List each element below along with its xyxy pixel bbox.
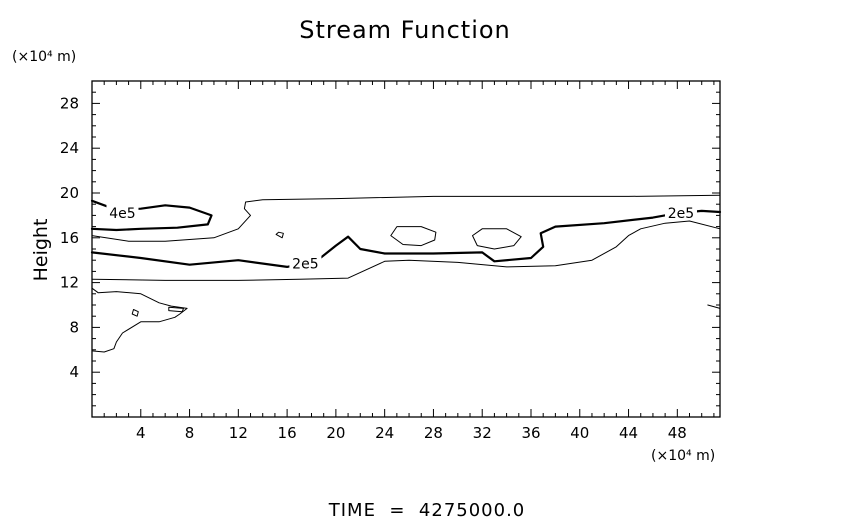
x-unit-label: (×10⁴ m) bbox=[651, 448, 715, 464]
contour-line bbox=[91, 287, 188, 353]
contour-line-bold bbox=[90, 209, 722, 268]
x-tick-label: 32 bbox=[473, 424, 492, 442]
x-tick-label: 40 bbox=[570, 424, 589, 442]
contour-label-backing bbox=[289, 254, 322, 271]
y-tick-label: 20 bbox=[60, 184, 79, 202]
contour-line bbox=[390, 226, 437, 247]
y-unit-label: (×10⁴ m) bbox=[12, 49, 76, 65]
x-tick-label: 44 bbox=[619, 424, 638, 442]
x-tick-labels: 4 8 12 16 20 24 28 32 36 40 44 48 bbox=[136, 424, 687, 442]
plot-frame bbox=[91, 80, 721, 418]
x-tick-label: 4 bbox=[136, 424, 146, 442]
contour-labels: 4e5 2e5 2e5 bbox=[106, 204, 697, 273]
x-tick-label: 28 bbox=[424, 424, 443, 442]
chart-title: Stream Function bbox=[299, 16, 511, 44]
contour-lines bbox=[90, 194, 722, 353]
contour-line bbox=[275, 231, 284, 239]
y-tick-label: 28 bbox=[60, 94, 79, 112]
contour-line bbox=[168, 306, 184, 313]
x-tick-label: 12 bbox=[229, 424, 248, 442]
time-readout: TIME = 4275000.0 bbox=[328, 500, 526, 519]
y-tick-labels: 4 8 12 16 20 24 28 bbox=[60, 94, 79, 381]
contour-label: 2e5 bbox=[292, 257, 318, 273]
x-tick-label: 16 bbox=[278, 424, 297, 442]
contour-line bbox=[91, 194, 721, 242]
y-tick-label: 24 bbox=[60, 139, 79, 157]
contour-label: 2e5 bbox=[668, 206, 694, 222]
x-tick-label: 20 bbox=[326, 424, 345, 442]
contour-label-backing bbox=[106, 204, 139, 221]
y-tick-label: 16 bbox=[60, 229, 79, 247]
contour-line bbox=[91, 220, 721, 281]
contour-label: 4e5 bbox=[109, 206, 135, 222]
x-tick-label: 48 bbox=[668, 424, 687, 442]
contour-line bbox=[472, 228, 522, 250]
x-tick-label: 24 bbox=[375, 424, 394, 442]
x-tick-label: 36 bbox=[521, 424, 540, 442]
x-tick-label: 8 bbox=[185, 424, 195, 442]
y-tick-label: 12 bbox=[60, 274, 79, 292]
y-tick-label: 4 bbox=[69, 363, 79, 381]
y-tick-label: 8 bbox=[69, 318, 79, 336]
contour-label-backing bbox=[664, 204, 697, 221]
contour-line bbox=[131, 309, 139, 317]
y-axis-label: Height bbox=[30, 219, 52, 282]
contour-line bbox=[707, 304, 721, 309]
axis-ticks bbox=[92, 81, 720, 417]
